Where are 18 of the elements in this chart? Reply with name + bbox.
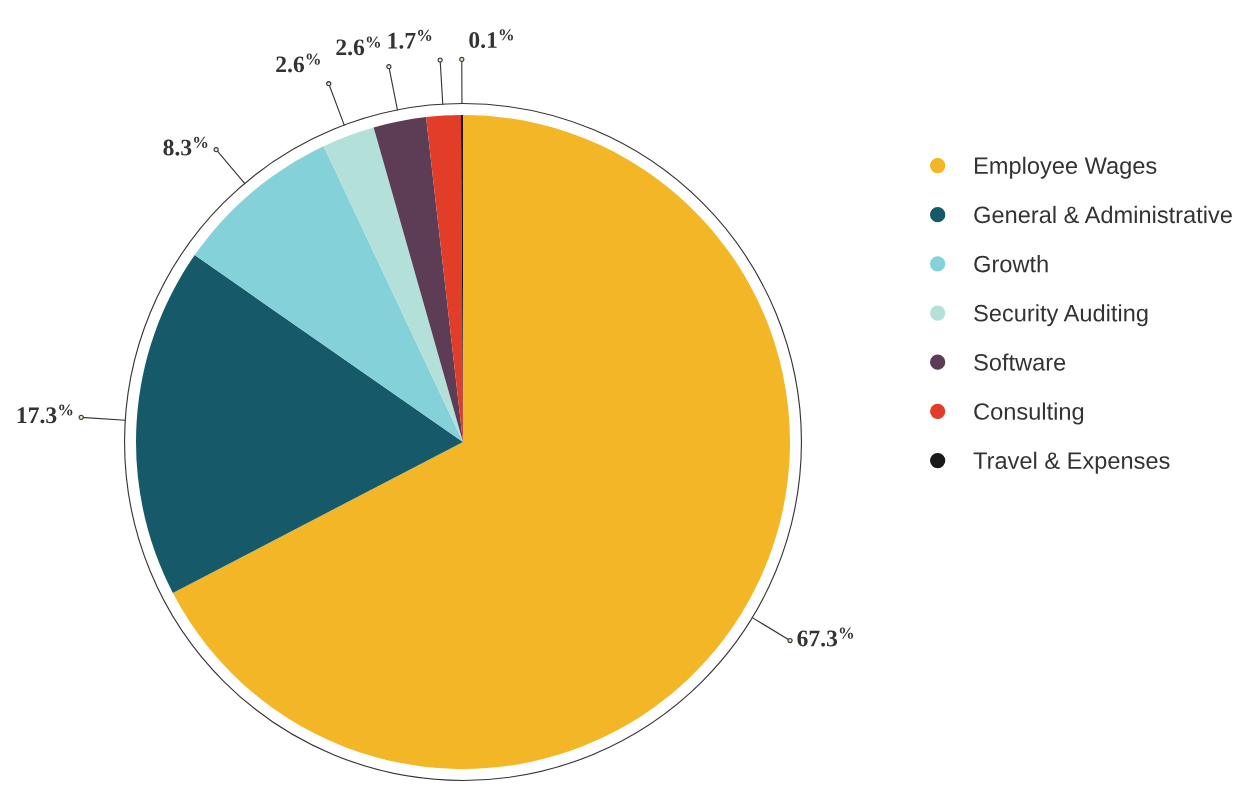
pie-slice	[194, 146, 463, 442]
data-label: 17.3$^{%}$	[17, 404, 73, 424]
data-label: 67.3$^{%}$	[797, 627, 854, 647]
legend-label: Consulting	[974, 402, 1084, 425]
data-label: 1.7$^{%}$	[388, 29, 432, 49]
pie-slice	[323, 127, 463, 442]
data-label: 2.6$^{%}$	[276, 53, 320, 73]
data-label: 2.6$^{%}$	[336, 36, 381, 56]
data-label: 0.1$^{%}$	[469, 29, 514, 49]
legend-label: Travel & Expenses	[973, 451, 1170, 474]
pie-slice	[136, 255, 463, 593]
legend-label: Software	[974, 353, 1066, 371]
data-label: 8.3$^{%}$	[163, 136, 208, 156]
legend-label: Growth	[974, 255, 1048, 273]
legend-label: Security Auditing	[974, 304, 1148, 327]
legend-label: Employee Wages	[975, 156, 1157, 179]
legend-label: General & Administrative	[974, 205, 1232, 224]
pie-slice	[373, 117, 463, 442]
